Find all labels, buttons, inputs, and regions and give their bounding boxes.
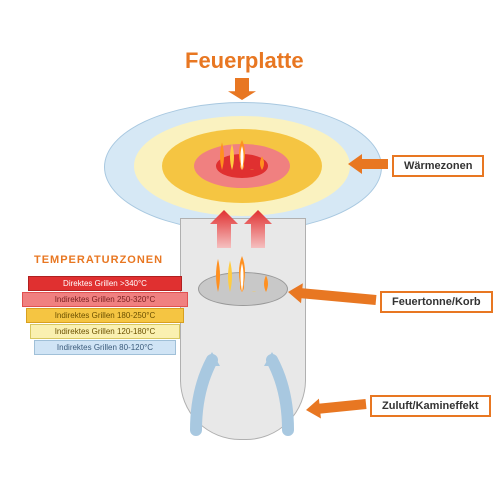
legend-item: Indirektes Grillen 80-120°C	[34, 340, 176, 355]
flame-icon	[220, 140, 264, 170]
arrow	[288, 283, 376, 305]
legend-item: Indirektes Grillen 120-180°C	[30, 324, 180, 339]
air-arrow	[196, 360, 212, 430]
arrow	[348, 154, 388, 174]
air-arrow	[272, 360, 288, 430]
label-feuertonne: Feuertonne/Korb	[380, 291, 493, 313]
arrow	[244, 210, 272, 248]
flame-icon	[216, 256, 268, 292]
legend-item: Indirektes Grillen 250-320°C	[22, 292, 188, 307]
legend-item: Direktes Grillen >340°C	[28, 276, 182, 291]
legend-title: TEMPERATURZONEN	[34, 254, 163, 266]
arrow	[210, 210, 238, 248]
legend-item: Indirektes Grillen 180-250°C	[26, 308, 184, 323]
arrow	[228, 78, 256, 100]
label-zuluft: Zuluft/Kamineffekt	[370, 395, 491, 417]
overlay-svg	[0, 0, 500, 500]
label-waermezonen: Wärmezonen	[392, 155, 484, 177]
arrow	[306, 399, 366, 419]
